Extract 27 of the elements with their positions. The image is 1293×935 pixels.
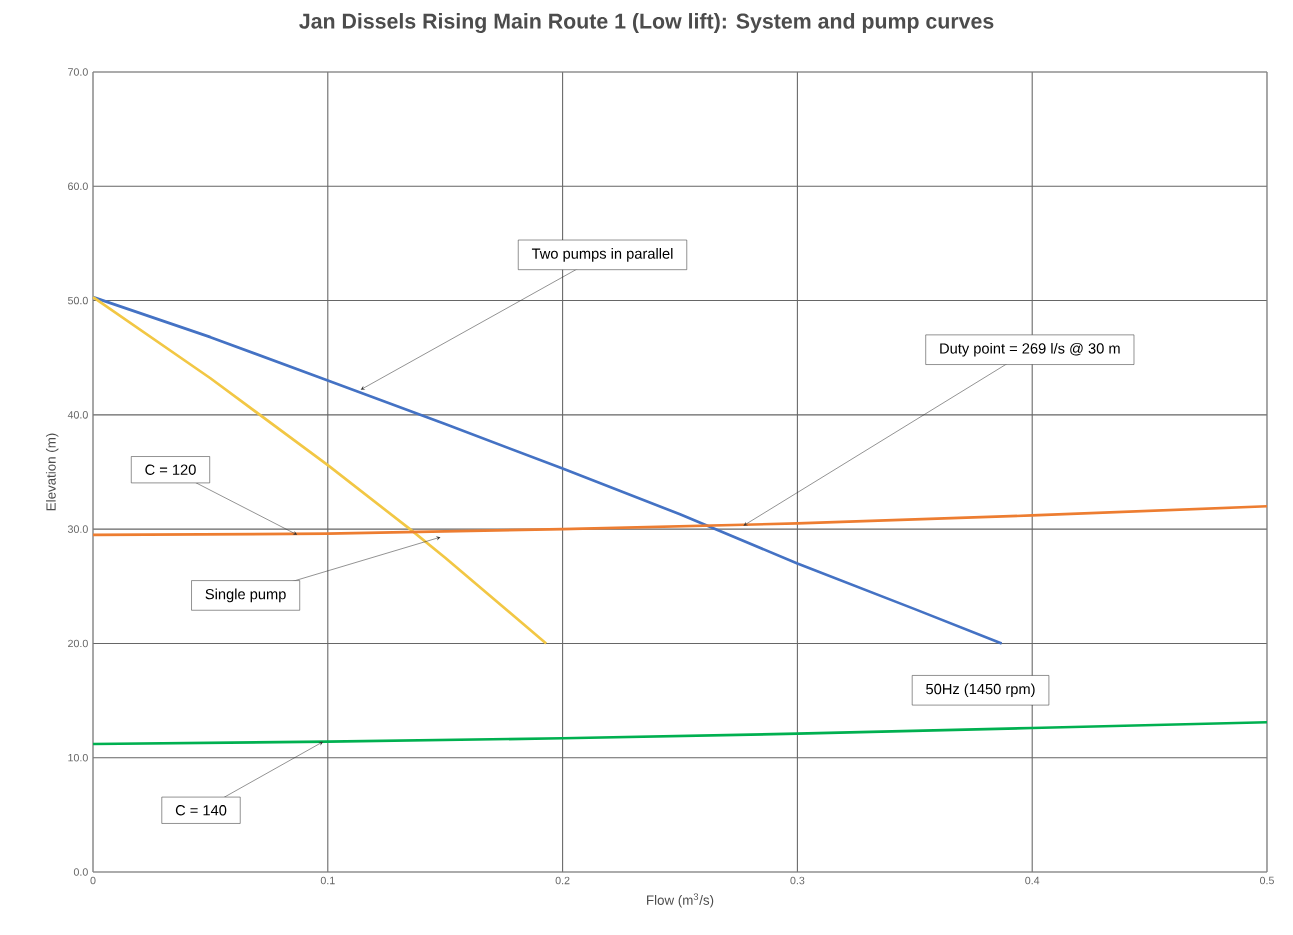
y-tick-label: 30.0 (67, 525, 88, 533)
y-tick-label: 0.0 (73, 868, 88, 876)
y-tick-label: 70.0 (68, 68, 88, 76)
annotation: Duty point = 269 l/s @ 30 m (940, 342, 1120, 357)
x-tick-label: 0 (90, 876, 96, 885)
line-series (91, 295, 548, 645)
x-tick-label: 0.3 (790, 876, 805, 885)
x-tick-label: 0.4 (1025, 876, 1040, 885)
y-tick-label: 40.0 (67, 411, 88, 419)
x-tick-label: 0.5 (1260, 876, 1274, 885)
line-series (91, 504, 1269, 537)
line-series (91, 295, 1004, 645)
x-tick-label: 0.2 (555, 876, 570, 885)
y-axis-title: Elevation (m) (45, 433, 59, 511)
annotation: 50Hz (1450 rpm) (926, 683, 1035, 698)
annotation: Single pump (205, 588, 286, 603)
y-tick-label: 20.0 (68, 639, 88, 648)
x-axis-title: Flow (m$^{3}$/s) (647, 893, 714, 908)
chart-title: Jan Dissels Rising Main Route 1 (Low lift): System and pump curves (299, 13, 994, 34)
x-tick-label: 0.1 (320, 876, 335, 885)
annotation: C = 120 (145, 464, 196, 475)
y-tick-label: 10.0 (68, 753, 88, 762)
annotation: C = 140 (175, 805, 227, 816)
annotation: Two pumps in parallel (531, 248, 673, 262)
y-tick-label: 50.0 (67, 296, 88, 305)
y-tick-label: 60.0 (68, 182, 88, 191)
line-series (91, 720, 1269, 746)
